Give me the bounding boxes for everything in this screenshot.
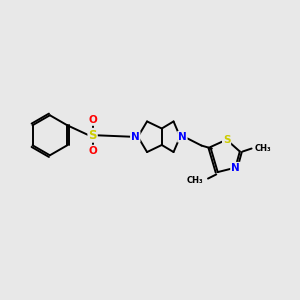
Text: S: S [223, 135, 230, 145]
Text: O: O [88, 115, 97, 125]
Text: S: S [88, 129, 97, 142]
Text: N: N [178, 132, 187, 142]
Text: O: O [88, 146, 97, 156]
Text: CH₃: CH₃ [254, 144, 271, 153]
Text: N: N [131, 132, 140, 142]
Text: N: N [231, 163, 240, 173]
Text: CH₃: CH₃ [186, 176, 203, 185]
